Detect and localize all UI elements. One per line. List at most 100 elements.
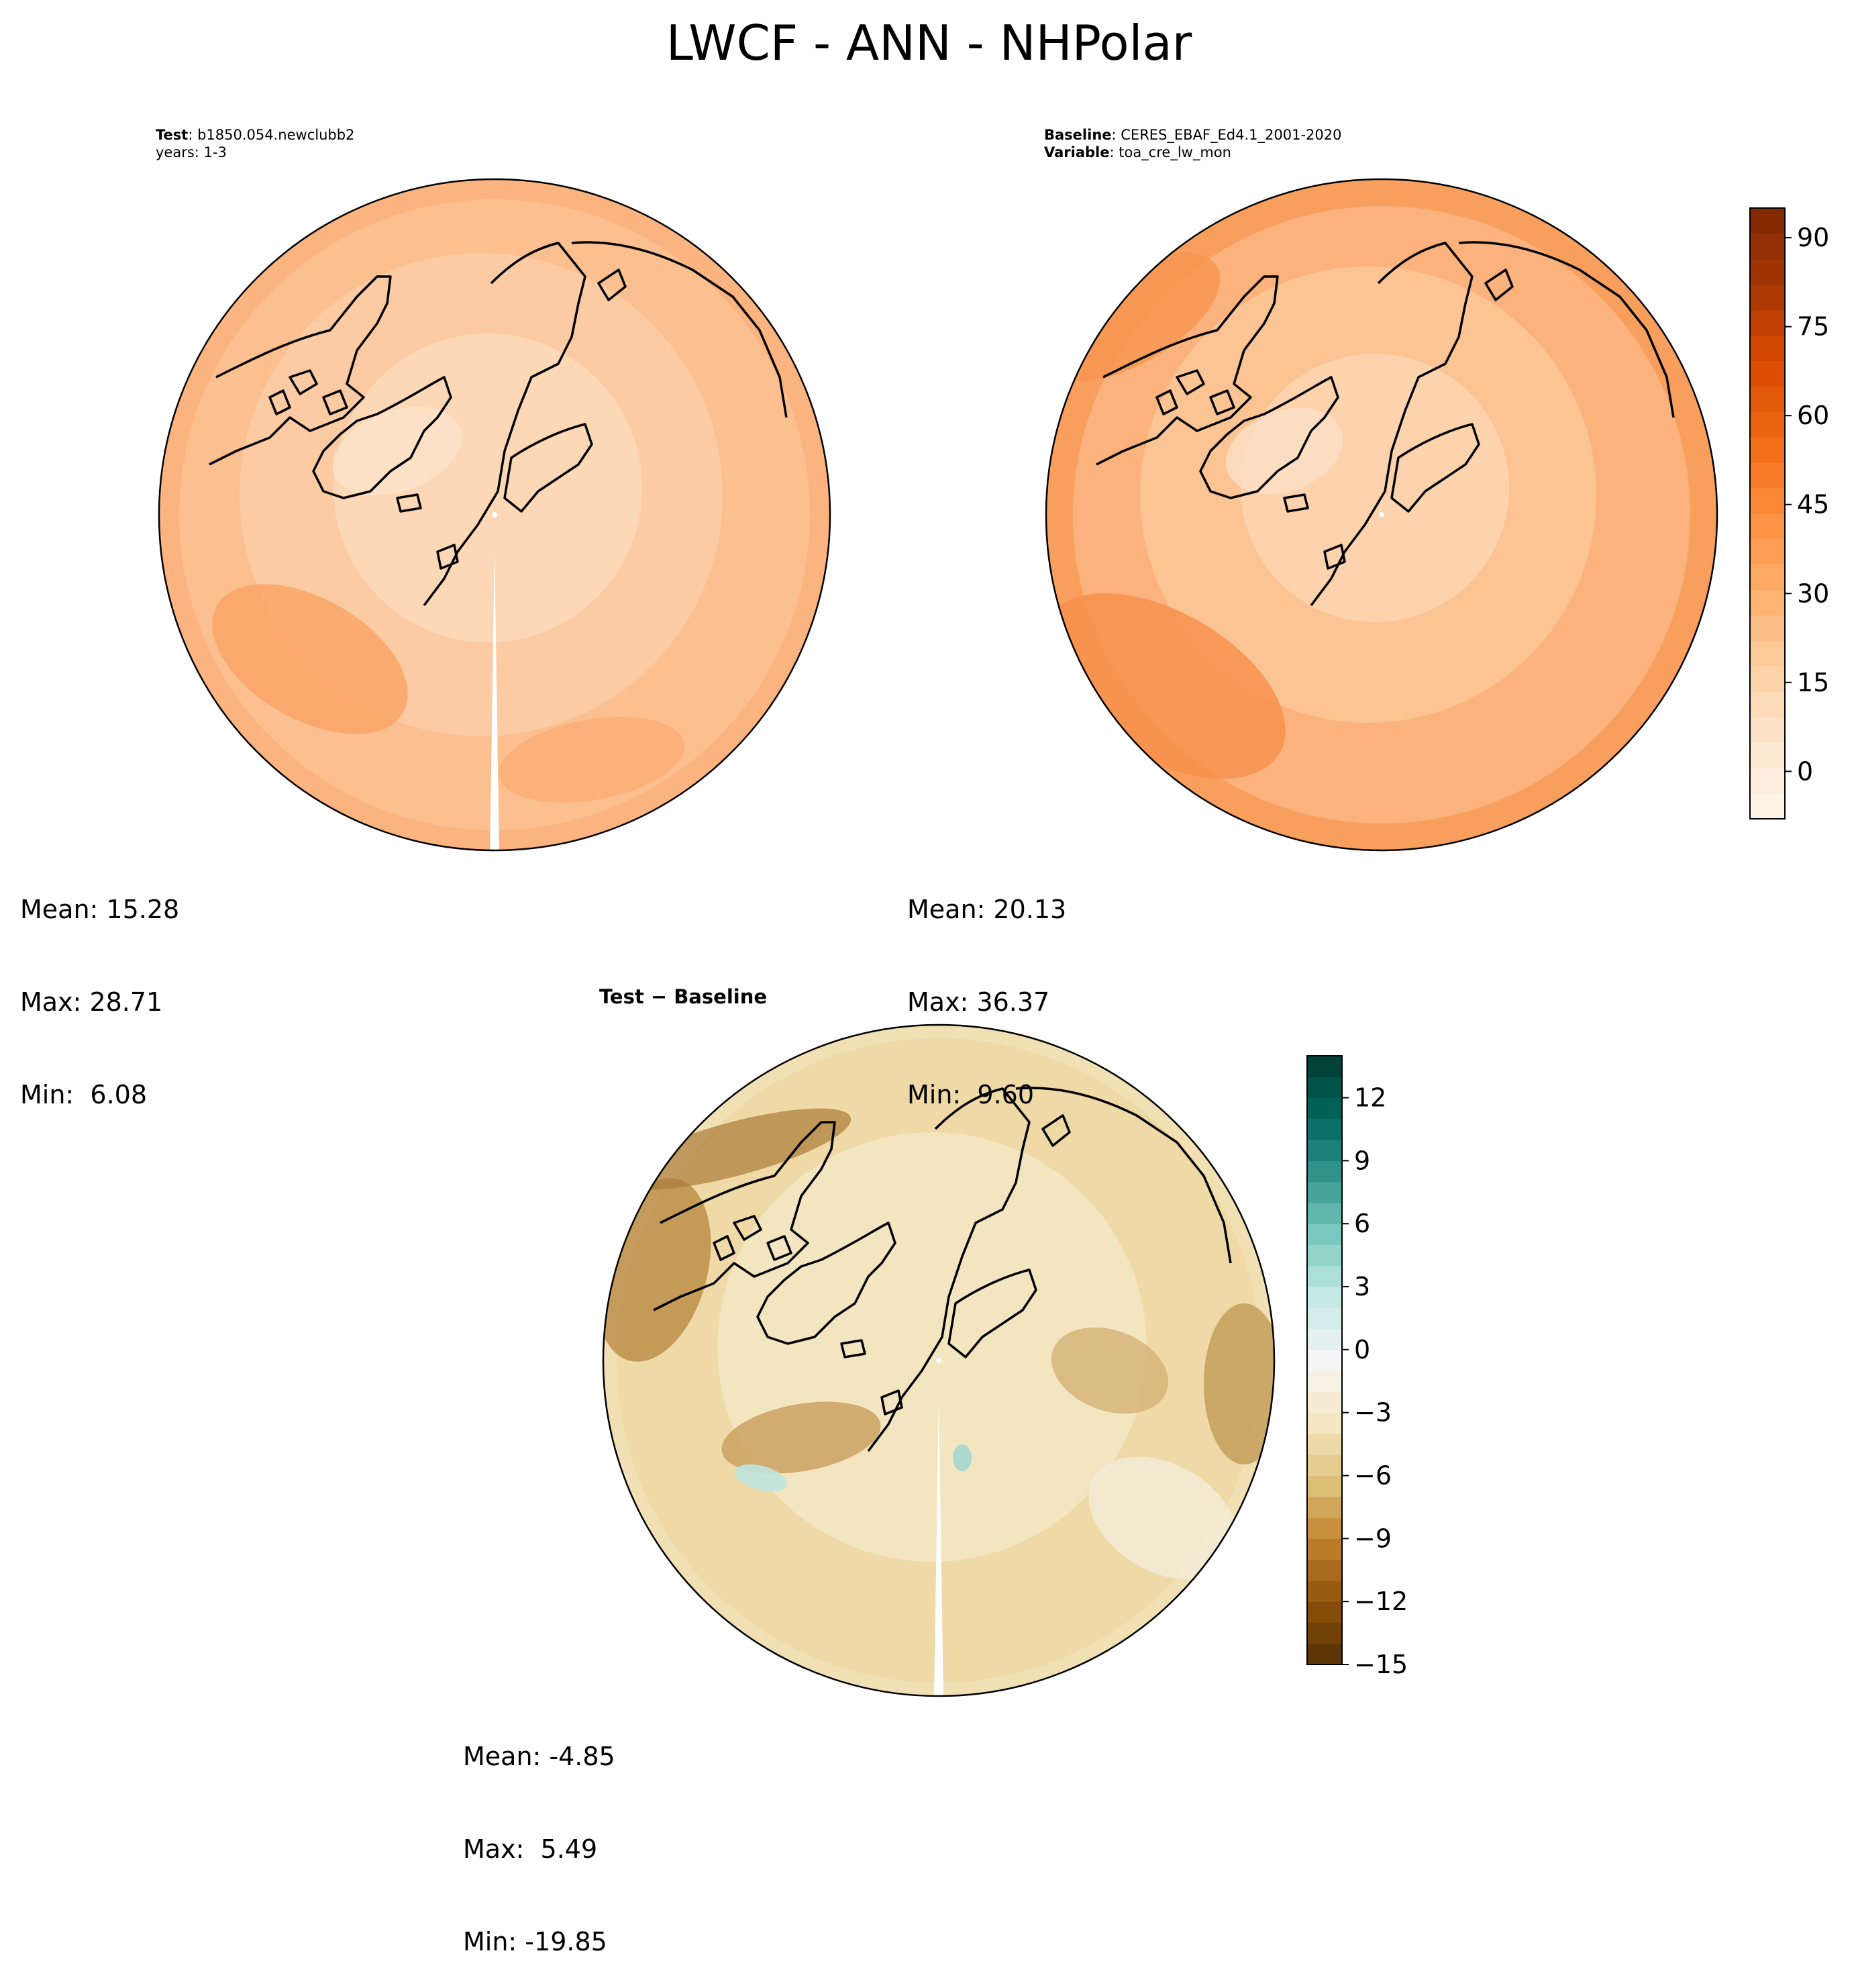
figure-title: LWCF - ANN - NHPolar: [666, 15, 1192, 71]
baseline-min: Min: 9.60: [907, 1080, 1034, 1109]
colorbar-level: [1750, 488, 1785, 514]
colorbar-level: [1307, 1307, 1342, 1330]
colorbar-tick-label: 9: [1354, 1146, 1370, 1175]
colorbar-level: [1307, 1224, 1342, 1245]
pole-marker: [1379, 512, 1384, 517]
colorbar-level: [1750, 742, 1785, 768]
colorbar-level: [1750, 615, 1785, 642]
colorbar-level: [1750, 360, 1785, 387]
colorbar-level: [1307, 1244, 1342, 1266]
missing-data-wedge: [490, 552, 499, 850]
baseline-variable-key: Variable: [1044, 144, 1110, 160]
field-patch: [1051, 1327, 1169, 1414]
test-subtitle: Test: b1850.054.newclubb2 years: 1-3: [156, 126, 354, 161]
baseline-subtitle: Baseline: CERES_EBAF_Ed4.1_2001-2020 Var…: [1044, 126, 1341, 161]
coastline: [503, 423, 593, 513]
map-boundary: [158, 178, 831, 852]
coastline: [880, 1389, 903, 1415]
map-boundary: [1045, 178, 1718, 852]
coastline: [1283, 493, 1309, 513]
field-patch: [499, 717, 685, 803]
colorbar-level: [1750, 640, 1785, 666]
baseline-map: [1045, 178, 1718, 852]
colorbar-level: [1750, 564, 1785, 591]
colorbar-tick-label: −9: [1354, 1524, 1392, 1553]
colorbar-tick-label: 15: [1797, 668, 1829, 697]
test-min: Min: 6.08: [20, 1080, 147, 1109]
pole-marker: [936, 1358, 941, 1363]
colorbar-level: [1307, 1496, 1342, 1518]
coastline: [423, 242, 586, 607]
colorbar-level: [1750, 666, 1785, 692]
colorbar-level: [1307, 1077, 1342, 1099]
colorbar-level: [1750, 386, 1785, 412]
colorbar-level: [1307, 1475, 1342, 1497]
coastline: [396, 493, 422, 513]
colorbar-level: [1307, 1601, 1342, 1623]
coastline: [1209, 389, 1235, 415]
baseline-colorbar: 0 15 30 45 60 75 90: [1749, 207, 1829, 819]
coastline: [1041, 1114, 1071, 1147]
coastline: [1458, 241, 1675, 418]
coastline: [766, 1235, 792, 1261]
colorbar-level: [1750, 793, 1785, 819]
coastline: [571, 241, 788, 418]
field-patch: [1204, 1303, 1274, 1464]
coastline: [436, 544, 459, 570]
colorbar-tick-label: 0: [1354, 1335, 1370, 1364]
test-label-value: : b1850.054.newclubb2: [188, 127, 355, 143]
coastline: [209, 275, 392, 466]
coastline: [322, 389, 348, 415]
colorbar-tick-label: 6: [1354, 1209, 1370, 1238]
colorbar-level: [1750, 309, 1785, 336]
field-patch: [617, 1108, 851, 1190]
test-max: Max: 28.71: [20, 987, 163, 1017]
colorbar-level: [1307, 1580, 1342, 1602]
colorbar-level: [1750, 513, 1785, 540]
coastline: [1176, 369, 1205, 395]
colorbar-tick-label: 12: [1354, 1083, 1386, 1113]
coastline: [1015, 1087, 1232, 1264]
colorbar-level: [1750, 538, 1785, 565]
diff-max: Max: 5.49: [463, 1834, 598, 1864]
colorbar-level: [1750, 589, 1785, 616]
baseline-mean: Mean: 20.13: [907, 895, 1067, 924]
colorbar-level: [1307, 1097, 1342, 1120]
baseline-stats: Mean: 20.13 Max: 36.37 Min: 9.60: [907, 832, 1066, 1141]
colorbar-level: [1750, 258, 1785, 285]
coastline: [1199, 376, 1339, 499]
field-patch: [721, 1401, 881, 1474]
coastline: [1155, 389, 1178, 415]
coastline: [1310, 242, 1474, 607]
coastline: [1484, 268, 1514, 301]
field-patch: [953, 1444, 972, 1471]
colorbar-level: [1750, 717, 1785, 743]
colorbar-level: [1750, 208, 1785, 234]
test-map: [158, 178, 831, 852]
coastlines: [209, 241, 788, 607]
colorbar-tick-label: 3: [1354, 1272, 1370, 1301]
colorbar-level: [1307, 1518, 1342, 1539]
colorbar-level: [1307, 1412, 1342, 1434]
colorbar-tick-label: 60: [1797, 401, 1829, 430]
field-patch: [332, 407, 462, 495]
diff-colorbar: −15 −12 −9 −6 −3 0 3 6 9 12: [1306, 1055, 1408, 1679]
colorbar-tick-label: 45: [1797, 490, 1829, 519]
colorbar-tick-label: 30: [1797, 579, 1829, 608]
colorbar-level: [1307, 1349, 1342, 1371]
colorbar-level: [1307, 1265, 1342, 1287]
colorbar-frame: [1306, 1055, 1343, 1665]
colorbar-tick-label: −3: [1354, 1398, 1392, 1428]
colorbar-level: [1307, 1371, 1342, 1392]
test-mean: Mean: 15.28: [20, 895, 180, 924]
coastlines: [1096, 241, 1675, 607]
colorbar-level: [1307, 1202, 1342, 1224]
baseline-max: Max: 36.37: [907, 987, 1050, 1017]
coastline: [289, 369, 318, 395]
colorbar-tick-label: 75: [1797, 312, 1829, 342]
colorbar-level: [1750, 437, 1785, 463]
coastline: [713, 1235, 735, 1261]
coastline: [867, 1087, 1031, 1452]
colorbar-level: [1307, 1559, 1342, 1581]
diff-mean: Mean: -4.85: [463, 1742, 615, 1771]
